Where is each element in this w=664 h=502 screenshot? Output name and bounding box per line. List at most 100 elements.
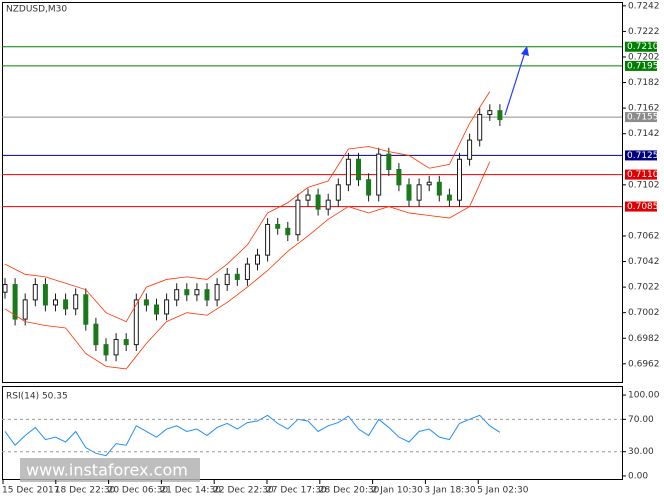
x-tick-label: 21 Dec 14:30 (160, 486, 221, 496)
rsi-panel (2, 386, 623, 480)
x-tick-label: 15 Dec 2017 (2, 486, 60, 496)
y-tick-label: 0.00 (628, 471, 648, 481)
y-tick-label: 0.6982 (628, 334, 660, 344)
x-tick-label: 28 Dec 20:30 (319, 486, 380, 496)
candle-body (487, 110, 493, 116)
bollinger-band (4, 161, 491, 370)
forecast-arrow (504, 51, 526, 116)
candle-body (93, 323, 99, 346)
y-tick-label: 0.6962 (628, 359, 660, 369)
candle-body (22, 299, 28, 320)
candle-body (255, 254, 260, 265)
candle-body (42, 284, 48, 306)
chart-title: NZDUSD,M30 (6, 5, 67, 15)
bollinger-band (4, 91, 491, 323)
y-tick-label: 0.7062 (628, 231, 660, 241)
level-label: 0.7155 (627, 113, 659, 123)
y-tick-label: 100.00 (628, 391, 660, 401)
candle-body (63, 299, 69, 310)
watermark-box (20, 458, 200, 482)
candle-body (497, 110, 503, 121)
candle-body (335, 184, 341, 201)
y-tick-label: 70.00 (628, 415, 654, 425)
candle-body (446, 194, 452, 201)
x-tick-label: 20 Dec 06:30 (108, 486, 169, 496)
level-label-box (625, 150, 657, 161)
level-label-box (625, 60, 657, 71)
candle-body (83, 294, 89, 325)
candle-body (224, 273, 230, 286)
level-label-box (625, 201, 657, 212)
candle-body (204, 289, 210, 301)
y-tick-label: 0.7242 (628, 1, 660, 11)
rsi-line (4, 414, 501, 457)
candle-body (275, 223, 281, 229)
arrow-head (521, 46, 529, 56)
candle-body (133, 299, 139, 346)
watermark: www.instaforex.com (26, 461, 188, 480)
y-tick-label: 0.7222 (628, 27, 660, 37)
candle-body (457, 158, 462, 201)
candle-body (103, 344, 109, 356)
y-tick-label: 0.7022 (628, 283, 660, 293)
candle-body (285, 227, 291, 236)
y-tick-label: 0.7142 (628, 129, 660, 139)
level-label: 0.7125 (627, 151, 659, 161)
level-label-box (625, 112, 657, 123)
y-tick-label: 0.7002 (628, 308, 660, 318)
x-tick-label: 2 Jan 10:30 (372, 486, 424, 496)
candle-body (366, 179, 372, 196)
candle-body (477, 114, 483, 141)
candle-body (2, 284, 8, 293)
candle-body (436, 181, 442, 196)
candle-body (174, 289, 180, 301)
level-label: 0.7085 (627, 202, 659, 212)
candle-body (244, 263, 250, 280)
x-tick-label: 27 Dec 17:30 (266, 486, 327, 496)
candle-body (265, 223, 271, 256)
candle-body (12, 284, 18, 320)
candle-body (295, 199, 301, 236)
main-panel (2, 2, 623, 383)
candle-body (467, 139, 473, 160)
level-label: 0.7195 (627, 61, 659, 71)
y-tick-label: 0.7182 (628, 78, 660, 88)
x-tick-label: 18 Dec 22:30 (55, 486, 116, 496)
candle-body (396, 168, 402, 186)
level-label-box (625, 41, 657, 52)
rsi-title: RSI(14) 50.35 (6, 392, 68, 402)
candle-body (376, 153, 382, 196)
candle-body (234, 273, 240, 280)
y-tick-label: 0.7202 (628, 52, 660, 62)
candle-body (315, 194, 321, 210)
y-tick-label: 0.7102 (628, 180, 660, 190)
candle-body (325, 199, 331, 210)
candle-body (386, 153, 392, 170)
candle-body (53, 299, 58, 306)
candle-body (143, 299, 149, 306)
x-tick-label: 5 Jan 02:30 (477, 486, 529, 496)
candle-body (406, 184, 412, 201)
x-tick-label: 22 Dec 22:30 (213, 486, 274, 496)
candle-body (73, 294, 79, 310)
x-tick-label: 3 Jan 18:30 (424, 486, 476, 496)
candle-body (154, 304, 159, 315)
level-label-box (625, 169, 657, 180)
candle-body (184, 289, 190, 296)
y-tick-label: 30.00 (628, 447, 654, 457)
y-tick-label: 0.7162 (628, 104, 660, 114)
candle-body (32, 284, 38, 301)
candle-body (113, 339, 119, 356)
candle-body (416, 184, 422, 201)
candle-body (426, 181, 432, 186)
candle-body (345, 158, 351, 186)
level-label: 0.7210 (627, 42, 659, 52)
candle-body (164, 299, 170, 315)
level-label: 0.7110 (627, 170, 659, 180)
candle-body (194, 289, 200, 296)
candle-body (214, 284, 220, 301)
y-tick-label: 0.7042 (628, 257, 660, 267)
candle-body (123, 339, 129, 346)
